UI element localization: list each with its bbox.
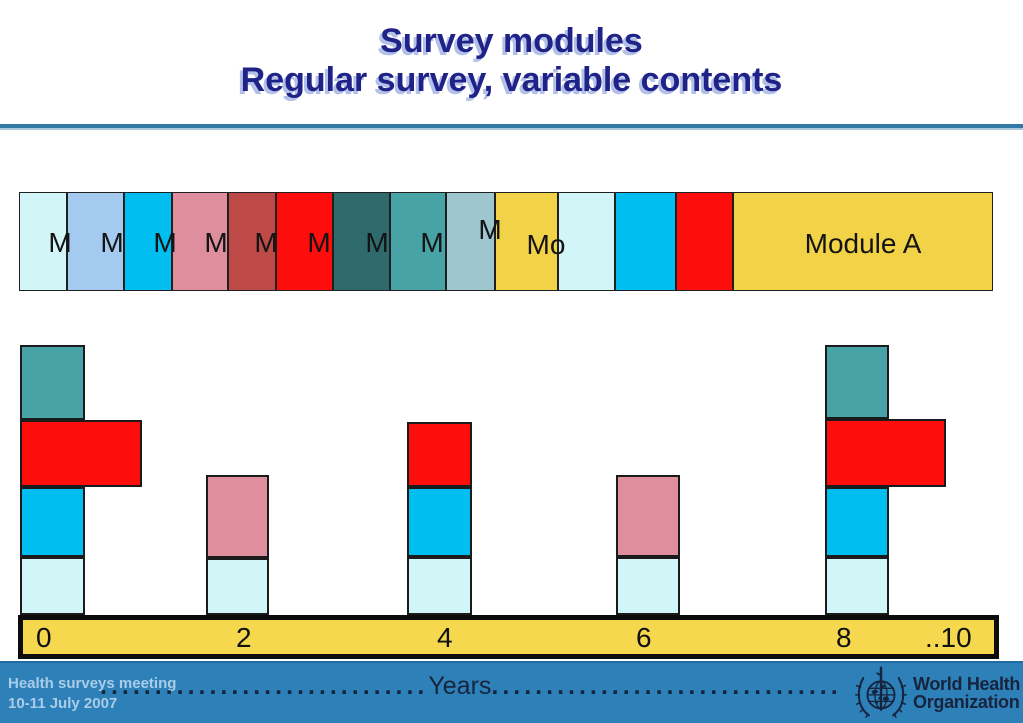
- module-label: M: [100, 227, 124, 258]
- timeline-bar: 0 2 4 6 8 ..10: [18, 615, 999, 659]
- module-cell-yellow: [733, 192, 993, 291]
- module-box-pale_cyan: [407, 557, 472, 615]
- module-label: Mo: [526, 229, 566, 260]
- module-box-cyan: [407, 487, 472, 557]
- years-axis-label: ..............................Years.....…: [100, 672, 842, 701]
- module-box-rose: [616, 475, 680, 557]
- module-strip: M M M M M M M M M Mo Module A: [0, 192, 1023, 291]
- footer-meeting-info: Health surveys meeting 10-11 July 2007: [8, 674, 176, 714]
- module-cell-rose: [172, 192, 228, 291]
- who-logo: World Health Organization: [853, 664, 1020, 722]
- title-divider: [0, 124, 1023, 130]
- years-label: Years: [428, 672, 492, 700]
- module-cell-brick: [228, 192, 276, 291]
- who-name-line-2: Organization: [913, 692, 1020, 712]
- module-box-pale_cyan: [206, 558, 269, 615]
- module-box-pale_cyan: [20, 557, 85, 615]
- title-line-2: Regular survey, variable contents: [240, 61, 783, 99]
- year-tick: 2: [236, 622, 252, 653]
- slide-title: Survey modules Regular survey, variable …: [0, 22, 1023, 100]
- module-cell-cyan: [615, 192, 676, 291]
- who-emblem-icon: [855, 666, 907, 719]
- module-box-teal: [20, 345, 85, 420]
- module-box-pale_cyan: [616, 557, 680, 615]
- module-label: M: [153, 227, 177, 258]
- meeting-date: 10-11 July 2007: [8, 695, 118, 712]
- module-label: M: [48, 227, 72, 258]
- module-box-pale_cyan: [825, 557, 889, 615]
- module-label: M: [365, 227, 389, 258]
- module-box-cyan: [825, 487, 889, 557]
- module-cell-cyan: [124, 192, 172, 291]
- module-box-red: [407, 422, 472, 487]
- who-name-line-1: World Health: [913, 674, 1021, 694]
- module-cell-red: [276, 192, 333, 291]
- module-cell-dark_teal: [333, 192, 390, 291]
- dots-right: ................................: [491, 672, 842, 700]
- module-label: M: [204, 227, 228, 258]
- year-tick: 0: [36, 622, 52, 653]
- footer-bar: Health surveys meeting 10-11 July 2007 .…: [0, 661, 1023, 723]
- meeting-name: Health surveys meeting: [8, 675, 177, 692]
- module-label: Module A: [804, 228, 922, 259]
- module-cell-steel_teal: [446, 192, 495, 291]
- module-label: M: [307, 227, 331, 258]
- module-box-rose: [206, 475, 269, 558]
- module-cell-teal: [390, 192, 446, 291]
- module-cell-pale_cyan: [19, 192, 67, 291]
- module-label: M: [478, 214, 502, 245]
- year-tick: ..10: [925, 622, 972, 653]
- title-line-1: Survey modules: [380, 22, 643, 60]
- year-tick: 8: [836, 622, 852, 653]
- module-cell-red: [676, 192, 733, 291]
- module-label: M: [420, 227, 444, 258]
- module-box-red: [20, 420, 142, 487]
- module-label: M: [254, 227, 278, 258]
- year-tick: 4: [437, 622, 453, 653]
- module-box-red: [825, 419, 946, 487]
- module-cell-pale_cyan: [558, 192, 615, 291]
- dots-left: ..............................: [100, 672, 429, 700]
- module-cell-light_blue: [67, 192, 124, 291]
- module-box-teal: [825, 345, 889, 419]
- module-cell-yellow: [495, 192, 558, 291]
- module-box-cyan: [20, 487, 85, 557]
- who-name: World Health Organization: [913, 675, 1020, 711]
- year-tick: 6: [636, 622, 652, 653]
